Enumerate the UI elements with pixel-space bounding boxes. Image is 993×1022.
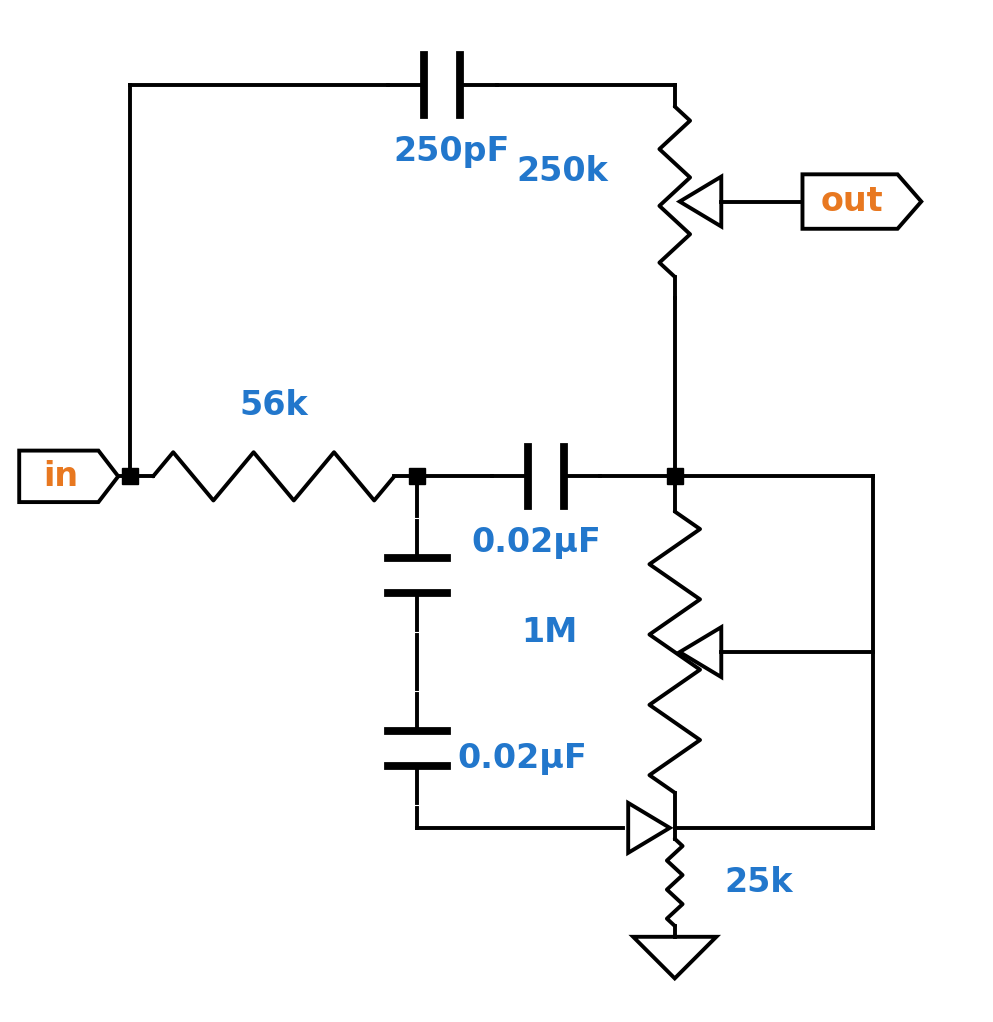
Text: 1M: 1M [521, 616, 578, 649]
Text: 0.02μF: 0.02μF [472, 526, 601, 559]
Text: 250pF: 250pF [394, 135, 510, 168]
Text: in: in [44, 460, 78, 493]
Text: 56k: 56k [239, 389, 308, 422]
Text: out: out [821, 185, 884, 218]
Text: 0.02μF: 0.02μF [457, 742, 587, 775]
Text: 250k: 250k [516, 155, 608, 188]
Text: 25k: 25k [724, 866, 792, 898]
